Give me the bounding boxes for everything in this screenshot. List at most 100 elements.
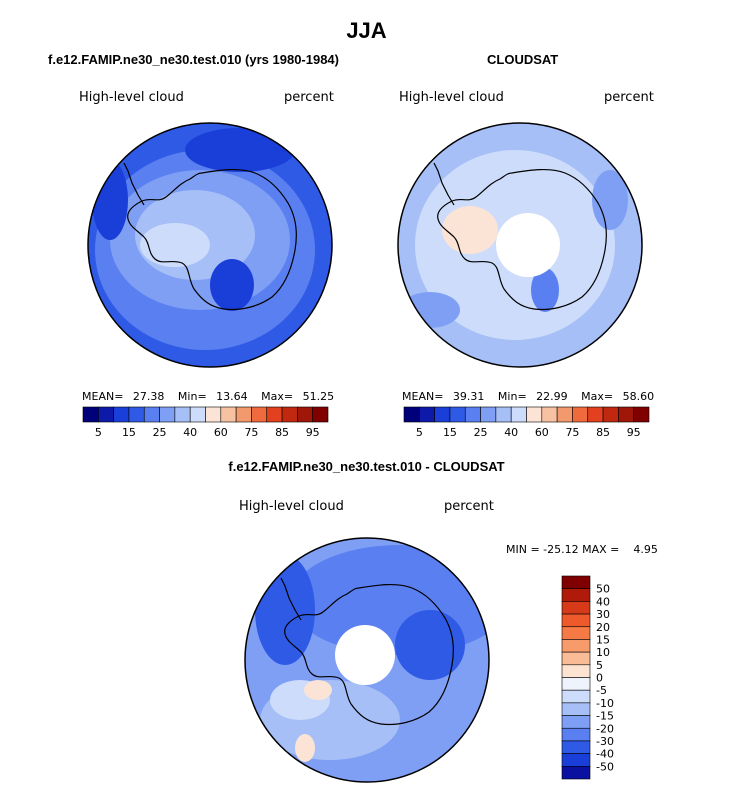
colorbar-tick-label: 75: [565, 426, 579, 439]
colorbar-swatch: [561, 651, 591, 666]
obs-map-border: [397, 122, 643, 368]
colorbar-swatch: [561, 753, 591, 767]
colorbar-tick-label: 50: [596, 583, 610, 596]
obs-panel-title: CLOUDSAT: [487, 52, 559, 67]
colorbar-swatch: [143, 406, 160, 423]
ross-sector: [210, 259, 254, 311]
model-units-label: percent: [284, 90, 334, 105]
colorbar-swatch: [572, 406, 589, 423]
colorbar-tick-label: -5: [596, 684, 607, 697]
colorbar-tick-label: 10: [596, 646, 610, 659]
obs-map: [398, 123, 642, 367]
colorbar-swatch: [419, 406, 435, 423]
model-max-label: Max=: [261, 390, 294, 403]
colorbar-swatch: [82, 406, 99, 423]
ocean-band: [255, 555, 315, 665]
colorbar-swatch: [434, 406, 451, 423]
colorbar-swatch: [587, 406, 604, 423]
interior-region: [395, 610, 465, 680]
colorbar-swatch: [561, 639, 591, 653]
model-mean-value: 27.38: [132, 390, 165, 403]
no-data-pole: [335, 625, 395, 685]
colorbar-swatch: [113, 406, 130, 423]
obs-max-label: Max=: [581, 390, 614, 403]
model-colorbar: 5 15 25 40 60 75 85 95: [82, 406, 329, 439]
colorbar-swatch: [297, 406, 313, 423]
peninsula-high: [304, 680, 332, 700]
colorbar-tick-label: 15: [443, 426, 457, 439]
colorbar-tick-label: -20: [596, 722, 614, 735]
colorbar-swatch: [561, 664, 591, 678]
colorbar-tick-label: 95: [627, 426, 641, 439]
diff-panel-title: f.e12.FAMIP.ne30_ne30.test.010 - CLOUDSA…: [228, 459, 505, 474]
colorbar-swatch: [561, 740, 591, 754]
obs-variable-label: High-level cloud: [399, 90, 504, 105]
obs-units-label: percent: [604, 90, 654, 105]
model-mean-label: MEAN=: [82, 390, 124, 403]
colorbar-tick-label: 85: [596, 426, 610, 439]
colorbar-swatch: [189, 406, 206, 423]
colorbar-swatch: [281, 406, 298, 423]
ocean-band: [592, 170, 628, 230]
colorbar-tick-label: 60: [214, 426, 228, 439]
colorbar-swatch: [561, 766, 591, 780]
colorbar-swatch: [561, 601, 591, 615]
colorbar-swatch: [480, 406, 497, 423]
colorbar-swatch: [235, 406, 252, 423]
colorbar-swatch: [98, 406, 114, 423]
ross-sector: [531, 268, 559, 312]
colorbar-tick-label: 40: [183, 426, 197, 439]
colorbar-tick-label: 5: [95, 426, 102, 439]
colorbar-swatch: [220, 406, 237, 423]
colorbar-tick-label: -50: [596, 760, 614, 773]
colorbar-tick-label: 0: [596, 672, 603, 685]
colorbar-swatch: [251, 406, 268, 423]
colorbar-tick-label: 20: [596, 621, 610, 634]
colorbar-tick-label: 5: [416, 426, 423, 439]
colorbar-swatch: [618, 406, 634, 423]
model-panel-title: f.e12.FAMIP.ne30_ne30.test.010 (yrs 1980…: [48, 52, 339, 67]
colorbar-swatch: [561, 575, 591, 589]
peninsula-high: [295, 734, 315, 762]
colorbar-tick-label: 15: [596, 633, 610, 646]
colorbar-swatch: [510, 406, 527, 423]
obs-min-value: 22.99: [536, 390, 568, 403]
colorbar-swatch: [541, 406, 558, 423]
colorbar-swatch: [561, 689, 591, 704]
model-map-border: [87, 122, 333, 368]
colorbar-swatch: [449, 406, 466, 423]
colorbar-swatch: [128, 406, 145, 423]
obs-max-value: 58.60: [622, 390, 655, 403]
ocean-band: [185, 128, 295, 172]
diff-units-label: percent: [444, 499, 494, 514]
no-data-pole: [496, 213, 560, 277]
colorbar-tick-label: 95: [306, 426, 320, 439]
diff-map-border: [244, 537, 490, 783]
colorbar-swatch: [561, 702, 591, 716]
colorbar-swatch: [561, 588, 591, 602]
colorbar-swatch: [561, 677, 591, 691]
colorbar-swatch: [312, 406, 329, 423]
peninsula-high: [442, 206, 498, 254]
page-title: JJA: [346, 18, 387, 43]
colorbar-swatch: [526, 406, 543, 423]
model-min-value: 13.64: [216, 390, 248, 403]
model-variable-label: High-level cloud: [79, 90, 184, 105]
colorbar-swatch: [464, 406, 481, 423]
obs-colorbar: 5 15 25 40 60 75 85 95: [403, 406, 650, 439]
colorbar-tick-label: 15: [122, 426, 136, 439]
colorbar-swatch: [561, 715, 591, 729]
colorbar-swatch: [174, 406, 191, 423]
interior-region: [140, 223, 210, 267]
obs-min-label: Min=: [497, 390, 527, 403]
colorbar-swatch: [561, 727, 591, 742]
model-max-value: 51.25: [302, 390, 335, 403]
model-min-label: Min=: [177, 390, 207, 403]
colorbar-swatch: [561, 613, 591, 628]
colorbar-tick-label: 40: [504, 426, 518, 439]
obs-mean-label: MEAN=: [402, 390, 444, 403]
colorbar-swatch: [556, 406, 573, 423]
colorbar-swatch: [403, 406, 420, 423]
